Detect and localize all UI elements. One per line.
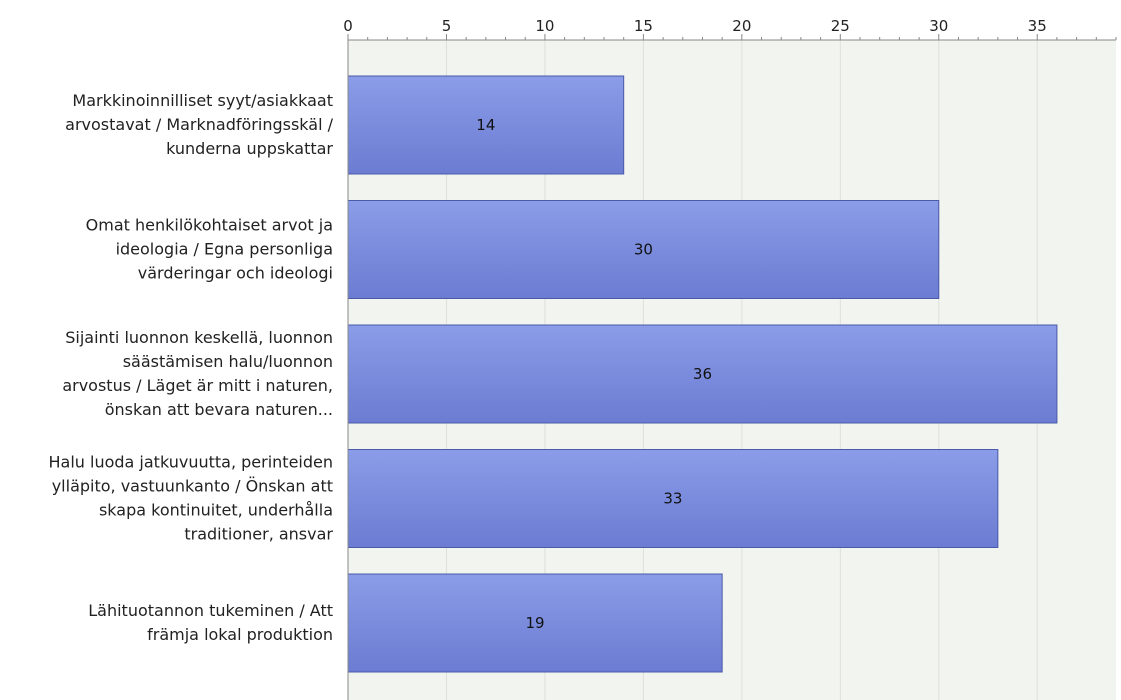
- bar-value-label: 19: [526, 614, 545, 632]
- x-tick-label: 10: [535, 17, 554, 35]
- category-label-line: kunderna uppskattar: [166, 139, 333, 158]
- x-tick-label: 5: [442, 17, 452, 35]
- category-label-line: skapa kontinuitet, underhålla: [99, 501, 333, 520]
- category-label-line: Omat henkilökohtaiset arvot ja: [86, 216, 333, 235]
- category-label-line: traditioner, ansvar: [184, 525, 333, 544]
- bar-value-label: 36: [693, 365, 712, 383]
- category-label-line: Markkinoinnilliset syyt/asiakkaat: [72, 91, 333, 110]
- category-label: Markkinoinnilliset syyt/asiakkaat arvosta…: [65, 91, 333, 158]
- category-label-line: arvostus / Läget är mitt i naturen,: [62, 376, 333, 395]
- category-label: Halu luoda jatkuvuutta, perinteiden ylläp…: [48, 453, 333, 544]
- category-label: Sijainti luonnon keskellä, luonnon säästä…: [62, 328, 333, 419]
- category-labels: Markkinoinnilliset syyt/asiakkaat arvosta…: [48, 91, 333, 644]
- category-label-line: främja lokal produktion: [147, 625, 333, 644]
- category-label-line: önskan att bevara naturen...: [105, 400, 333, 419]
- category-label-line: arvostavat / Marknadföringsskäl /: [65, 115, 333, 134]
- bar-value-label: 14: [476, 116, 495, 134]
- bar-value-label: 30: [634, 241, 653, 259]
- category-label: Lähituotannon tukeminen / Att främja loka…: [88, 601, 333, 644]
- category-label-line: ylläpito, vastuunkanto / Önskan att: [52, 477, 333, 496]
- x-tick-label: 20: [732, 17, 751, 35]
- category-label-line: Lähituotannon tukeminen / Att: [88, 601, 333, 620]
- x-tick-label: 0: [343, 17, 353, 35]
- x-axis-ticks: 0 5 10 15 20 25 30 35: [343, 17, 1116, 40]
- category-label-line: Halu luoda jatkuvuutta, perinteiden: [48, 453, 333, 472]
- category-label-line: ideologia / Egna personliga: [116, 240, 333, 259]
- category-label-line: Sijainti luonnon keskellä, luonnon: [65, 328, 333, 347]
- category-label-line: säästämisen halu/luonnon: [123, 352, 333, 371]
- x-tick-label: 35: [1028, 17, 1047, 35]
- category-label-line: värderingar och ideologi: [138, 264, 333, 283]
- x-tick-label: 30: [929, 17, 948, 35]
- x-tick-label: 25: [831, 17, 850, 35]
- bar-value-label: 33: [663, 490, 682, 508]
- x-tick-label: 15: [634, 17, 653, 35]
- category-label: Omat henkilökohtaiset arvot ja ideologia …: [86, 216, 333, 283]
